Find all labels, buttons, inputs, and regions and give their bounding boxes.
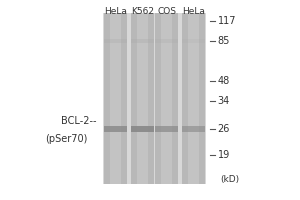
Text: COS: COS bbox=[157, 7, 176, 16]
Text: 19: 19 bbox=[218, 150, 230, 160]
Bar bbox=[104, 13, 127, 184]
Bar bbox=[104, 126, 127, 132]
Text: 48: 48 bbox=[218, 76, 230, 86]
Bar bbox=[131, 13, 154, 184]
Bar bbox=[131, 126, 154, 132]
Bar bbox=[155, 39, 178, 43]
Text: 34: 34 bbox=[218, 96, 230, 106]
Text: HeLa: HeLa bbox=[104, 7, 127, 16]
Text: 117: 117 bbox=[218, 16, 236, 26]
Text: 85: 85 bbox=[218, 36, 230, 46]
Text: (pSer70): (pSer70) bbox=[45, 134, 87, 144]
Text: 26: 26 bbox=[218, 124, 230, 134]
Text: HeLa: HeLa bbox=[182, 7, 205, 16]
Bar bbox=[137, 13, 148, 184]
Bar bbox=[188, 13, 199, 184]
Bar bbox=[155, 126, 178, 132]
Text: BCL-2--: BCL-2-- bbox=[61, 116, 96, 126]
Bar bbox=[103, 13, 206, 184]
Bar bbox=[131, 39, 154, 43]
Bar bbox=[161, 13, 172, 184]
Bar bbox=[104, 39, 127, 43]
Bar bbox=[182, 126, 205, 132]
Bar bbox=[182, 39, 205, 43]
Bar bbox=[110, 13, 121, 184]
Text: (kD): (kD) bbox=[220, 175, 240, 184]
Bar bbox=[182, 13, 205, 184]
Bar bbox=[155, 13, 178, 184]
Text: K562: K562 bbox=[131, 7, 154, 16]
